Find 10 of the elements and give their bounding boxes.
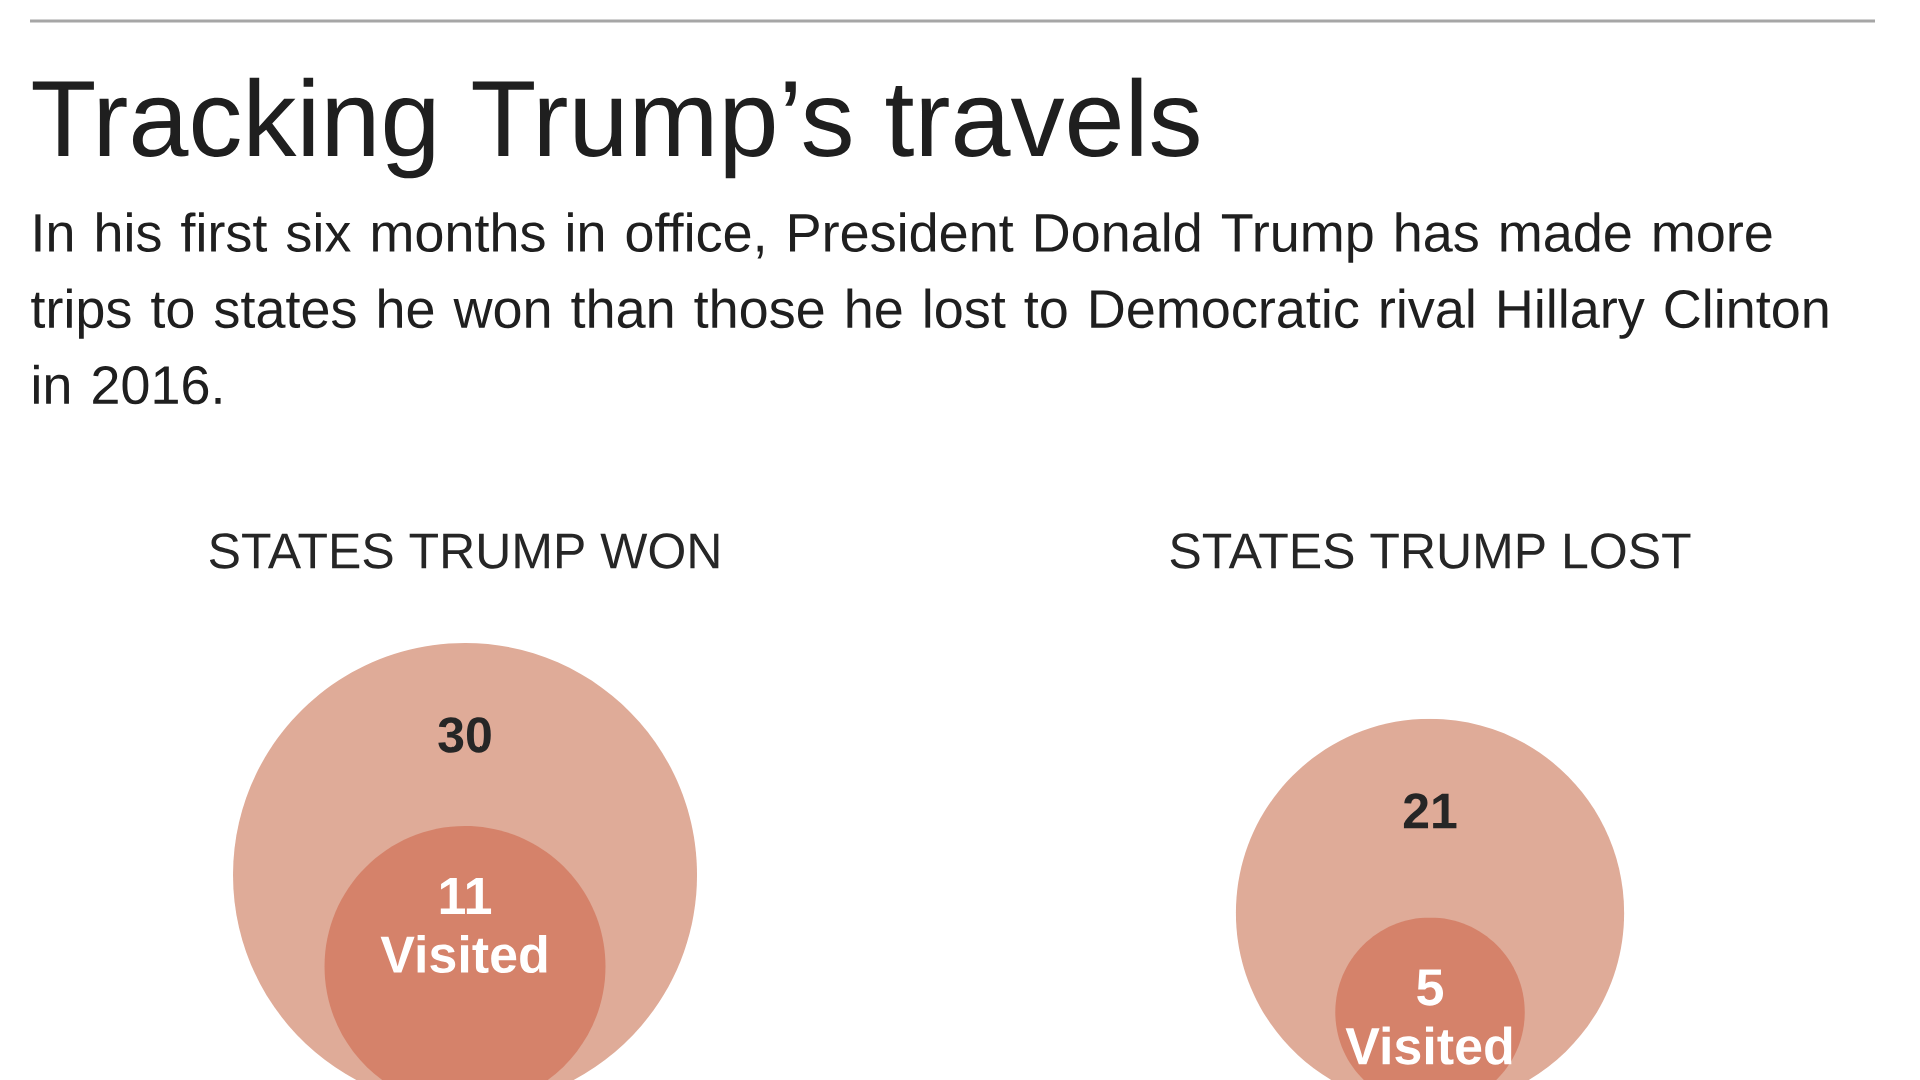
data-label: 5: [1417, 969, 1444, 1006]
text: Tracking Trump’s travels: [32, 77, 1199, 179]
text: In his first six months in office, President Donald Trump has made more trips to states he won than those he lost to Democratic rival Hillary Clinton in 2016.: [31, 212, 1828, 405]
data-label: 11: [440, 878, 492, 914]
category-label: STATES TRUMP WON: [209, 533, 719, 569]
text: Visited: [380, 934, 547, 974]
series-label: Visited: [1345, 1026, 1512, 1065]
data-label: 21: [1403, 793, 1457, 829]
category-label: STATES TRUMP LOST: [1170, 533, 1691, 569]
data-label: 30: [438, 717, 491, 753]
